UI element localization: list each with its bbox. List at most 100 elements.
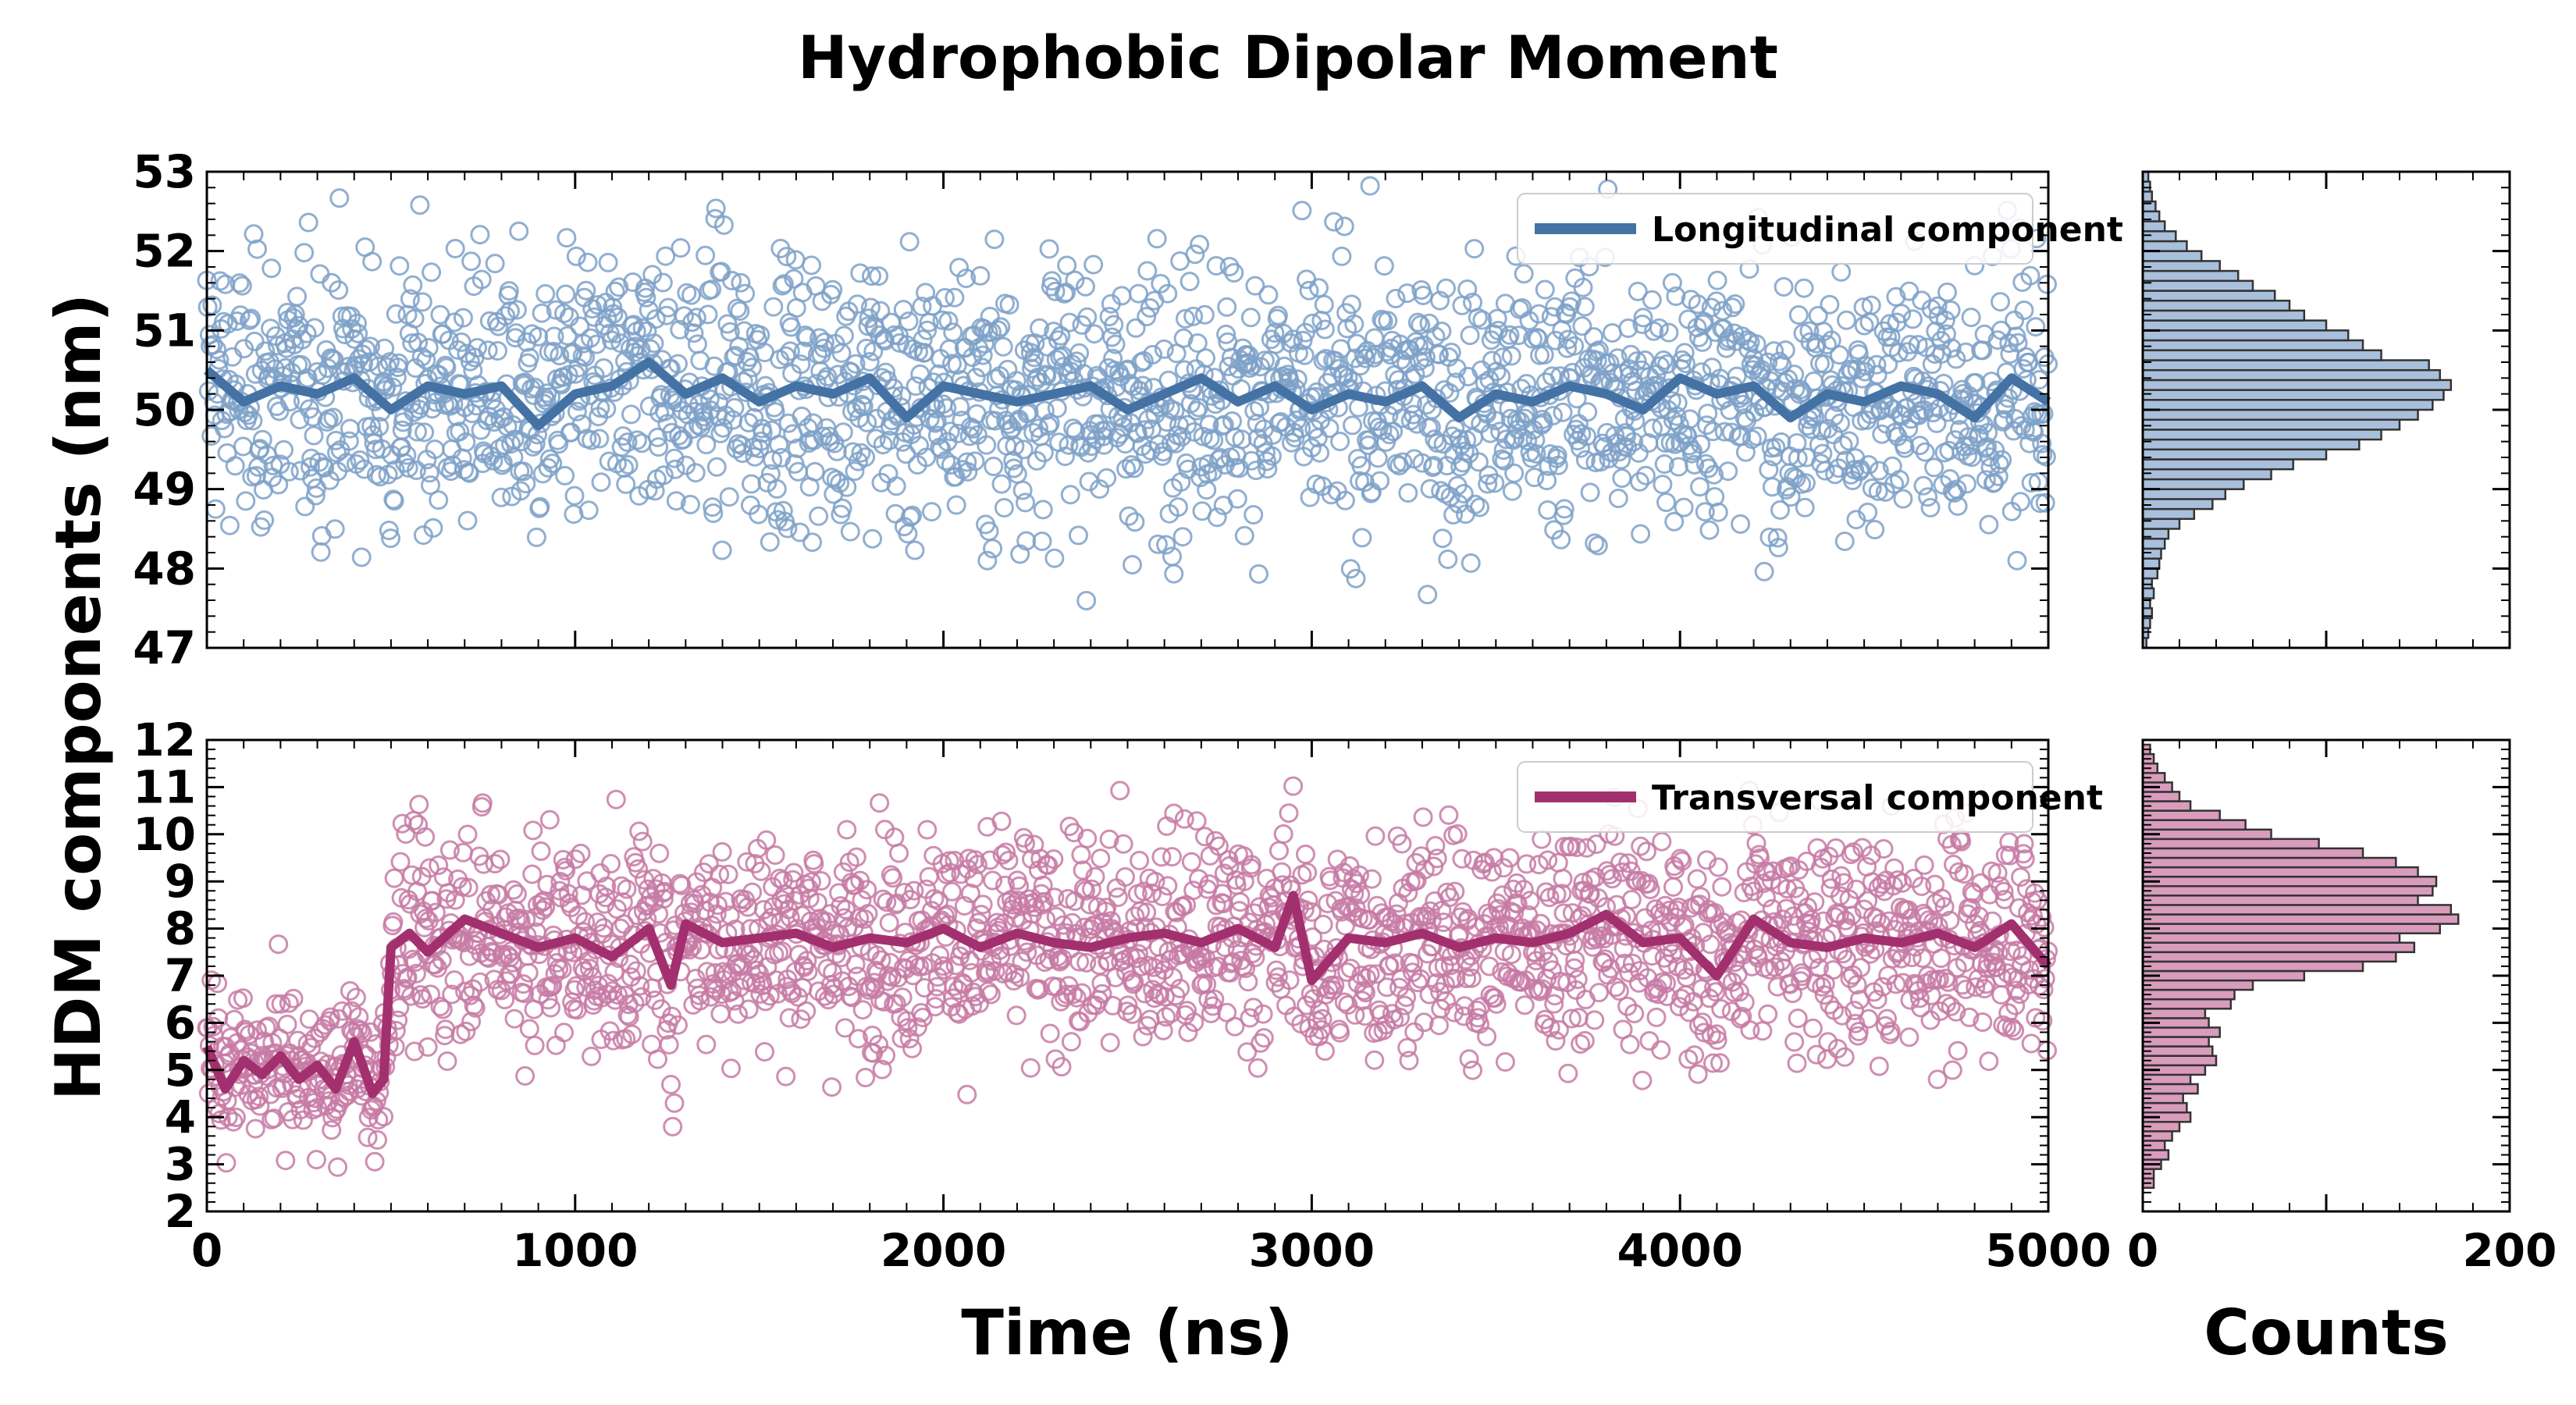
- longitudinal-scatter-point: [578, 252, 598, 272]
- hist-transversal-xtick-label: 200: [2462, 1224, 2556, 1277]
- longitudinal-scatter-point: [1470, 497, 1489, 518]
- longitudinal-scatter-point: [491, 487, 511, 507]
- longitudinal-scatter-point: [269, 401, 290, 422]
- transversal-scatter-point: [554, 1023, 574, 1043]
- scatter-layer: [197, 176, 2058, 1177]
- longitudinal-scatter-point: [1795, 497, 1815, 518]
- transversal-scatter-point: [437, 1051, 457, 1071]
- longitudinal-scatter-point: [304, 425, 324, 446]
- transversal-scatter-point: [1130, 851, 1150, 870]
- longitudinal-scatter-point: [994, 498, 1014, 518]
- transversal-scatter-point: [721, 1058, 741, 1079]
- longitudinal-scatter-point: [1172, 527, 1193, 547]
- longitudinal-scatter-point: [1464, 239, 1485, 259]
- longitudinal-scatter-point: [618, 455, 639, 475]
- longitudinal-scatter-point: [478, 340, 498, 361]
- hist-transversal-bar: [2141, 809, 2221, 821]
- longitudinal-scatter-point: [946, 495, 966, 515]
- hist-longitudinal-bar: [2141, 309, 2306, 322]
- transversal-scatter-point: [837, 820, 857, 840]
- transversal-scatter-point: [582, 1046, 602, 1066]
- transversal-scatter-point: [1091, 848, 1111, 869]
- transversal-scatter-point: [973, 895, 993, 915]
- longitudinal-scatter-point: [305, 486, 326, 506]
- transversal-scatter-point: [1577, 838, 1597, 858]
- longitudinal-scatter-point: [413, 525, 433, 546]
- longitudinal-scatter-point: [453, 308, 473, 328]
- longitudinal-scatter-point: [1047, 398, 1067, 418]
- longitudinal-scatter-point: [1460, 325, 1480, 346]
- longitudinal-scatter-point: [557, 228, 577, 248]
- longitudinal-scatter-point: [400, 289, 420, 309]
- longitudinal-scatter-point: [232, 276, 252, 296]
- hist-longitudinal-bar: [2141, 240, 2188, 252]
- longitudinal-scatter-point: [763, 297, 784, 317]
- longitudinal-scatter-point: [696, 435, 717, 455]
- transversal-scatter-point: [902, 1038, 923, 1058]
- transversal-scatter-point: [1807, 838, 1827, 858]
- longitudinal-scatter-point: [1418, 585, 1438, 605]
- longitudinal-scatter-point: [254, 510, 275, 530]
- longitudinal-scatter-point: [1631, 524, 1651, 544]
- longitudinal-scatter-point: [1244, 505, 1264, 525]
- longitudinal-scatter-point: [407, 422, 427, 442]
- longitudinal-scatter-point: [760, 532, 780, 552]
- transversal-scatter-point: [1942, 1060, 1962, 1080]
- longitudinal-scatter-point: [1867, 365, 1888, 385]
- transversal-scatter-point: [870, 793, 890, 813]
- hist-transversal-bar: [2141, 960, 2364, 973]
- longitudinal-scatter-point: [233, 436, 253, 457]
- hist-longitudinal-bar: [2141, 329, 2350, 342]
- transversal-scatter-point: [404, 810, 424, 831]
- longitudinal-scatter-point: [657, 414, 678, 434]
- hist-transversal-bar: [2141, 988, 2236, 1001]
- longitudinal-scatter-point: [1292, 201, 1312, 221]
- transversal-scatter-point: [1313, 914, 1333, 934]
- longitudinal-scatter-point: [297, 368, 318, 388]
- longitudinal-scatter-point: [1768, 538, 1788, 557]
- transversal-scatter-point: [991, 811, 1012, 831]
- longitudinal-scatter-point: [279, 461, 299, 482]
- longitudinal-scatter-point: [456, 432, 476, 452]
- longitudinal-scatter-point: [1699, 520, 1720, 540]
- transversal-scatter-point: [216, 1153, 237, 1173]
- transversal-scatter-point: [606, 789, 626, 809]
- longitudinal-scatter-point: [2029, 370, 2049, 390]
- transversal-scatter-point: [269, 934, 289, 955]
- longitudinal-scatter-point: [1708, 502, 1728, 522]
- longitudinal-scatter-point: [445, 239, 465, 258]
- hist-longitudinal-bar: [2141, 220, 2166, 233]
- longitudinal-scatter-point: [680, 494, 700, 514]
- transversal-scatter-point: [755, 1042, 774, 1062]
- longitudinal-scatter-point: [778, 413, 799, 433]
- transversal-scatter-point: [1181, 852, 1201, 872]
- transversal-scatter-point: [456, 1021, 476, 1041]
- longitudinal-scatter-point: [559, 307, 579, 327]
- transversal-scatter-point: [1817, 1049, 1837, 1069]
- longitudinal-scatter-point: [274, 439, 294, 460]
- longitudinal-scatter-point: [1553, 402, 1573, 422]
- longitudinal-ytick-label: 49: [133, 463, 196, 516]
- transversal-scatter-point: [1315, 1041, 1335, 1061]
- transversal-scatter-point: [2021, 1033, 2041, 1054]
- transversal-scatter-point: [919, 866, 939, 887]
- transversal-scatter-point: [1688, 1064, 1708, 1084]
- histogram-layer: [2141, 170, 2460, 1190]
- transversal-scatter-point: [1621, 890, 1642, 909]
- transversal-scatter-point: [648, 1049, 667, 1069]
- longitudinal-scatter-point: [450, 422, 470, 442]
- longitudinal-scatter-point: [687, 334, 707, 354]
- legend-layer: Longitudinal component Transversal compon…: [1517, 193, 2123, 833]
- transversal-scatter-point: [1152, 887, 1172, 906]
- longitudinal-scatter-point: [802, 532, 823, 553]
- longitudinal-scatter-point: [665, 459, 685, 479]
- longitudinal-scatter-point: [1674, 497, 1694, 518]
- longitudinal-scatter-point: [608, 307, 628, 327]
- hist-transversal-bar: [2141, 969, 2306, 982]
- longitudinal-scatter-point: [653, 272, 673, 293]
- hist-longitudinal-bar: [2141, 290, 2276, 302]
- transversal-scatter-point: [1514, 995, 1535, 1016]
- longitudinal-scatter-point: [671, 238, 691, 258]
- longitudinal-scatter-point: [412, 292, 432, 312]
- longitudinal-scatter-point: [341, 306, 361, 326]
